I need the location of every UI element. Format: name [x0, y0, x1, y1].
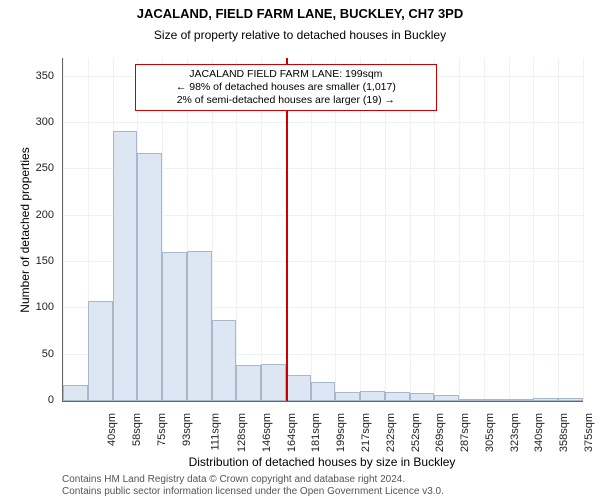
- histogram-bar: [484, 399, 509, 401]
- x-tick-label: 375sqm: [583, 413, 595, 452]
- x-tick-label: 128sqm: [236, 413, 248, 452]
- annotation-box: JACALAND FIELD FARM LANE: 199sqm← 98% of…: [135, 64, 437, 111]
- x-tick-label: 340sqm: [533, 413, 545, 452]
- histogram-bar: [459, 399, 484, 401]
- gridline-v: [459, 58, 460, 401]
- histogram-bar: [113, 131, 138, 401]
- gridline-v: [558, 58, 559, 401]
- x-tick-label: 269sqm: [434, 413, 446, 452]
- histogram-bar: [63, 385, 88, 401]
- sub-title: Size of property relative to detached ho…: [0, 28, 600, 42]
- y-tick-label: 50: [0, 348, 54, 360]
- x-tick-label: 93sqm: [181, 413, 193, 446]
- histogram-bar: [236, 365, 261, 401]
- histogram-bar: [335, 392, 360, 401]
- x-tick-label: 323sqm: [509, 413, 521, 452]
- x-tick-label: 305sqm: [484, 413, 496, 452]
- histogram-bar: [311, 382, 336, 401]
- histogram-bar: [212, 320, 237, 401]
- y-tick-label: 150: [0, 255, 54, 267]
- x-tick-label: 358sqm: [558, 413, 570, 452]
- y-tick-label: 200: [0, 209, 54, 221]
- gridline-v: [583, 58, 584, 401]
- histogram-bar: [88, 301, 113, 401]
- histogram-bar: [558, 398, 583, 401]
- gridline-v: [484, 58, 485, 401]
- x-tick-label: 181sqm: [311, 413, 323, 452]
- y-tick-label: 0: [0, 394, 54, 406]
- x-axis-label: Distribution of detached houses by size …: [62, 455, 582, 469]
- x-tick-label: 111sqm: [210, 413, 222, 451]
- x-tick-label: 75sqm: [156, 413, 168, 446]
- plot-area: JACALAND FIELD FARM LANE: 199sqm← 98% of…: [62, 58, 583, 402]
- y-tick-label: 350: [0, 70, 54, 82]
- histogram-bar: [286, 375, 311, 401]
- gridline-v: [509, 58, 510, 401]
- x-tick-label: 58sqm: [131, 413, 143, 446]
- x-tick-label: 232sqm: [385, 413, 397, 452]
- x-tick-label: 217sqm: [360, 413, 372, 452]
- y-tick-label: 250: [0, 162, 54, 174]
- x-tick-label: 146sqm: [261, 413, 273, 452]
- annotation-line: ← 98% of detached houses are smaller (1,…: [140, 81, 432, 94]
- gridline-h: [63, 122, 583, 123]
- histogram-bar: [509, 399, 534, 401]
- histogram-bar: [410, 393, 435, 401]
- x-tick-label: 40sqm: [106, 413, 118, 446]
- histogram-bar: [533, 398, 558, 401]
- footer-line-1: Contains HM Land Registry data © Crown c…: [62, 474, 405, 485]
- x-tick-label: 199sqm: [335, 413, 347, 452]
- histogram-bar: [434, 395, 459, 401]
- y-tick-label: 100: [0, 301, 54, 313]
- histogram-bar: [385, 392, 410, 401]
- x-tick-label: 287sqm: [459, 413, 471, 452]
- histogram-bar: [261, 364, 286, 401]
- annotation-line: JACALAND FIELD FARM LANE: 199sqm: [140, 68, 432, 81]
- chart-container: JACALAND, FIELD FARM LANE, BUCKLEY, CH7 …: [0, 0, 600, 500]
- x-tick-label: 252sqm: [410, 413, 422, 452]
- y-axis-label: Number of detached properties: [18, 130, 32, 330]
- y-tick-label: 300: [0, 116, 54, 128]
- histogram-bar: [360, 391, 385, 401]
- gridline-v: [63, 58, 64, 401]
- histogram-bar: [137, 153, 162, 401]
- x-tick-label: 164sqm: [286, 413, 298, 452]
- histogram-bar: [162, 252, 187, 401]
- main-title: JACALAND, FIELD FARM LANE, BUCKLEY, CH7 …: [0, 6, 600, 21]
- histogram-bar: [187, 251, 212, 401]
- gridline-v: [533, 58, 534, 401]
- annotation-line: 2% of semi-detached houses are larger (1…: [140, 94, 432, 107]
- footer-line-2: Contains public sector information licen…: [62, 486, 444, 497]
